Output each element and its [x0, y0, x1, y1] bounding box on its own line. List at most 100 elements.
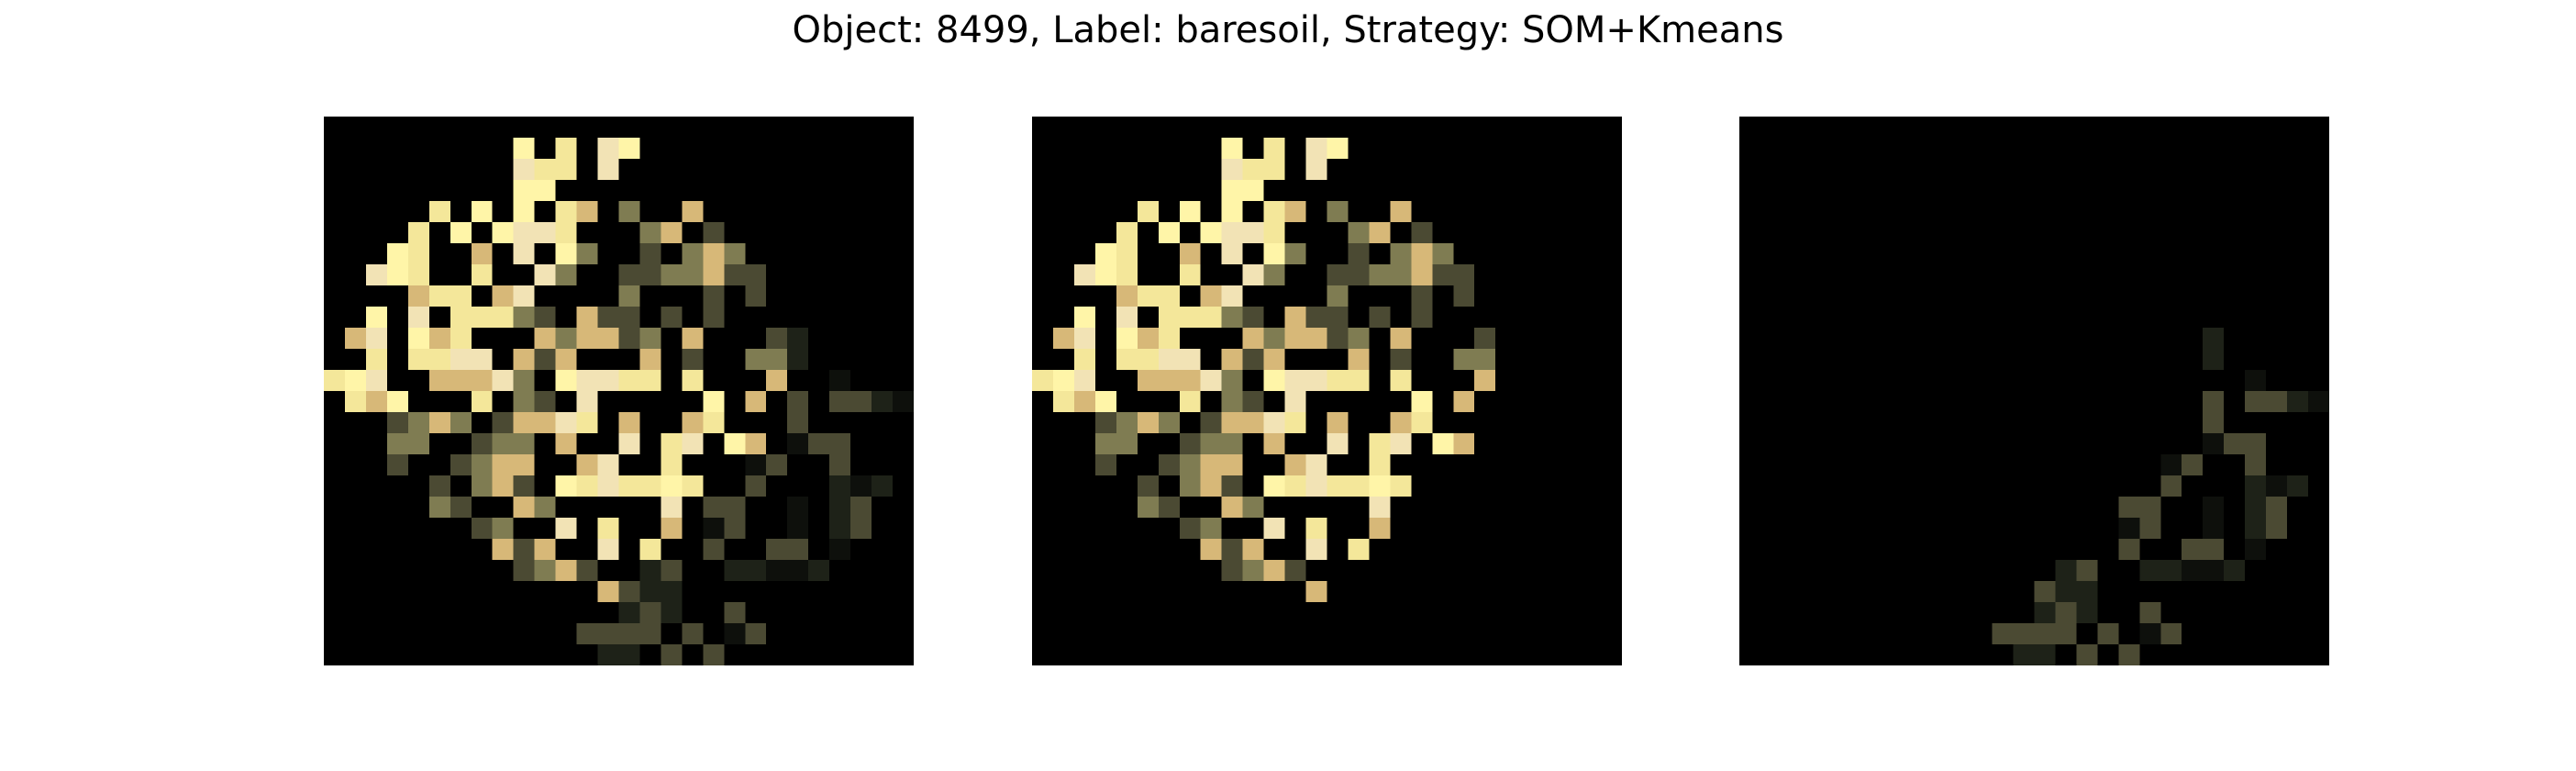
- image-pixel: [1327, 201, 1349, 222]
- image-pixel: [2266, 349, 2288, 370]
- image-pixel: [471, 222, 493, 243]
- image-pixel: [2203, 285, 2225, 307]
- image-pixel: [492, 243, 514, 264]
- image-pixel: [576, 138, 598, 159]
- image-pixel: [597, 222, 619, 243]
- image-pixel: [2245, 454, 2267, 475]
- image-pixel: [534, 138, 556, 159]
- image-pixel: [682, 243, 704, 264]
- image-pixel: [808, 454, 830, 475]
- image-pixel: [365, 285, 387, 307]
- image-pixel: [1348, 349, 1370, 370]
- image-pixel: [386, 328, 408, 349]
- image-pixel: [2055, 644, 2077, 665]
- image-pixel: [513, 117, 535, 138]
- image-pixel: [829, 454, 851, 475]
- image-pixel: [1263, 454, 1285, 475]
- image-pixel: [745, 623, 767, 644]
- image-pixel: [787, 285, 809, 307]
- image-pixel: [534, 159, 556, 180]
- image-pixel: [386, 391, 408, 412]
- image-pixel: [576, 328, 598, 349]
- full-object-image: [324, 117, 914, 665]
- image-pixel: [534, 433, 556, 454]
- image-pixel: [829, 412, 851, 433]
- image-pixel: [1200, 370, 1222, 391]
- image-pixel: [2182, 454, 2204, 475]
- image-pixel: [1284, 433, 1306, 454]
- image-pixel: [2118, 518, 2140, 539]
- image-pixel: [471, 328, 493, 349]
- image-pixel: [1137, 475, 1159, 497]
- image-pixel: [1158, 349, 1180, 370]
- image-pixel: [1242, 581, 1264, 602]
- image-pixel: [1242, 497, 1264, 518]
- image-pixel: [555, 518, 577, 539]
- image-pixel: [1348, 222, 1370, 243]
- image-pixel: [428, 454, 450, 475]
- image-pixel: [1390, 307, 1412, 328]
- image-pixel: [1369, 412, 1391, 433]
- image-pixel: [597, 497, 619, 518]
- image-pixel: [893, 412, 914, 433]
- image-pixel: [766, 475, 788, 497]
- image-pixel: [639, 180, 661, 201]
- image-pixel: [1369, 222, 1391, 243]
- image-pixel: [576, 497, 598, 518]
- image-pixel: [2287, 475, 2309, 497]
- image-pixel: [407, 349, 429, 370]
- image-pixel: [703, 560, 725, 581]
- image-pixel: [576, 560, 598, 581]
- image-pixel: [576, 307, 598, 328]
- image-pixel: [450, 264, 472, 285]
- cluster-bright-image: [1032, 117, 1622, 665]
- image-pixel: [492, 433, 514, 454]
- image-pixel: [2287, 433, 2309, 454]
- image-pixel: [872, 454, 894, 475]
- image-pixel: [682, 370, 704, 391]
- image-pixel: [618, 539, 640, 560]
- image-pixel: [2013, 623, 2035, 644]
- image-pixel: [682, 497, 704, 518]
- image-pixel: [2266, 433, 2288, 454]
- image-pixel: [492, 159, 514, 180]
- image-pixel: [1327, 222, 1349, 243]
- image-pixel: [766, 391, 788, 412]
- image-pixel: [2266, 454, 2288, 475]
- image-pixel: [1094, 349, 1116, 370]
- image-pixel: [2182, 518, 2204, 539]
- image-pixel: [1348, 518, 1370, 539]
- image-pixel: [534, 285, 556, 307]
- image-pixel: [2308, 391, 2329, 412]
- image-pixel: [724, 539, 746, 560]
- image-pixel: [576, 454, 598, 475]
- image-pixel: [1116, 264, 1138, 285]
- image-pixel: [1411, 433, 1433, 454]
- image-pixel: [1305, 581, 1327, 602]
- image-pixel: [1348, 497, 1370, 518]
- image-pixel: [850, 370, 872, 391]
- image-pixel: [850, 454, 872, 475]
- image-pixel: [1116, 243, 1138, 264]
- image-pixel: [407, 475, 429, 497]
- image-pixel: [639, 644, 661, 665]
- image-pixel: [1200, 243, 1222, 264]
- image-pixel: [1032, 307, 1053, 328]
- image-pixel: [471, 391, 493, 412]
- image-pixel: [1158, 328, 1180, 349]
- image-pixel: [1137, 307, 1159, 328]
- image-pixel: [766, 497, 788, 518]
- image-pixel: [829, 475, 851, 497]
- image-pixel: [766, 264, 788, 285]
- image-pixel: [682, 644, 704, 665]
- image-pixel: [808, 433, 830, 454]
- image-pixel: [1221, 180, 1243, 201]
- image-pixel: [661, 497, 683, 518]
- image-pixel: [1221, 539, 1243, 560]
- image-pixel: [682, 433, 704, 454]
- image-pixel: [682, 454, 704, 475]
- image-pixel: [2203, 560, 2225, 581]
- image-pixel: [618, 222, 640, 243]
- image-pixel: [555, 433, 577, 454]
- image-pixel: [2097, 644, 2119, 665]
